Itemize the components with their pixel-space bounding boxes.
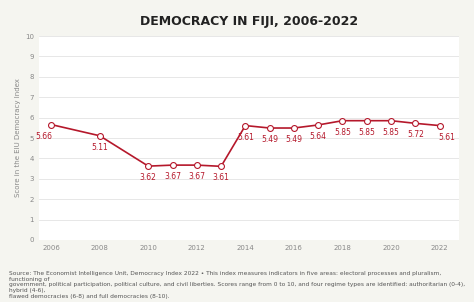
Title: DEMOCRACY IN FIJI, 2006-2022: DEMOCRACY IN FIJI, 2006-2022 — [140, 15, 358, 28]
Point — [290, 126, 298, 130]
Text: 5.66: 5.66 — [36, 132, 53, 141]
Text: 5.64: 5.64 — [310, 132, 327, 141]
Text: 5.61: 5.61 — [438, 133, 456, 142]
Point — [96, 133, 103, 138]
Text: 3.62: 3.62 — [140, 173, 157, 182]
Text: 5.85: 5.85 — [383, 128, 400, 137]
Text: 3.67: 3.67 — [188, 172, 205, 181]
Point — [339, 118, 346, 123]
Point — [47, 122, 55, 127]
Text: 3.61: 3.61 — [213, 173, 229, 182]
Point — [411, 121, 419, 126]
Text: 5.85: 5.85 — [358, 128, 375, 137]
Point — [363, 118, 371, 123]
Point — [217, 164, 225, 169]
Point — [266, 126, 273, 130]
Point — [242, 123, 249, 128]
Point — [387, 118, 395, 123]
Text: 5.85: 5.85 — [334, 128, 351, 137]
Point — [193, 163, 201, 168]
Text: 3.67: 3.67 — [164, 172, 181, 181]
Point — [314, 123, 322, 127]
Point — [145, 164, 152, 169]
Text: Source: The Economist Intelligence Unit, Democracy Index 2022 • This index measu: Source: The Economist Intelligence Unit,… — [9, 271, 465, 299]
Text: 5.11: 5.11 — [91, 143, 108, 152]
Y-axis label: Score in the EIU Democracy Index: Score in the EIU Democracy Index — [15, 79, 21, 198]
Point — [169, 163, 176, 168]
Text: 5.49: 5.49 — [285, 135, 302, 144]
Text: 5.72: 5.72 — [407, 130, 424, 140]
Text: 5.61: 5.61 — [237, 133, 254, 142]
Text: 5.49: 5.49 — [261, 135, 278, 144]
Point — [436, 123, 443, 128]
